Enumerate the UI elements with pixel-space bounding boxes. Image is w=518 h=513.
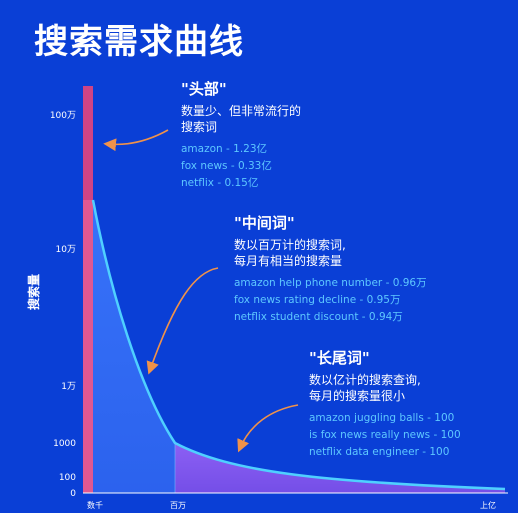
head-segment-area	[83, 86, 93, 493]
head-arrow	[103, 129, 169, 152]
annotation-tail-example: amazon juggling balls - 100	[309, 412, 455, 424]
y-tick-1000: 1000	[53, 439, 76, 449]
y-tick-1m: 100万	[50, 111, 76, 121]
y-tick-10k: 1万	[61, 382, 76, 392]
annotation-middle-example: netflix student discount - 0.94万	[234, 311, 403, 323]
chart-title: 搜索需求曲线	[34, 22, 244, 62]
y-tick-100: 100	[59, 473, 76, 483]
annotation-head-example: fox news - 0.33亿	[181, 160, 272, 172]
x-tick-thousands: 数千	[87, 500, 103, 510]
y-tick-0: 0	[70, 489, 76, 499]
annotation-head: "头部" 数量少、但非常流行的 搜索词 amazon - 1.23亿 fox n…	[181, 78, 301, 192]
annotation-tail-title: "长尾词"	[309, 349, 370, 367]
annotation-head-example: amazon - 1.23亿	[181, 143, 268, 155]
y-tick-100k: 10万	[56, 245, 76, 255]
annotation-middle-title: "中间词"	[234, 214, 295, 232]
annotation-head-desc: 数量少、但非常流行的 搜索词	[181, 104, 302, 134]
head-segment-pale	[83, 200, 93, 493]
y-axis-label: 搜索量	[26, 274, 41, 310]
annotation-tail-example: netflix data engineer - 100	[309, 446, 450, 458]
annotation-middle-example: amazon help phone number - 0.96万	[234, 277, 427, 289]
annotation-middle-example: fox news rating decline - 0.95万	[234, 294, 401, 306]
annotation-middle-desc: 数以百万计的搜索词, 每月有相当的搜索量	[234, 238, 346, 268]
annotation-head-example: netflix - 0.15亿	[181, 177, 259, 189]
annotation-head-title: "头部"	[181, 80, 227, 98]
middle-segment-area	[93, 200, 175, 493]
annotation-tail-desc: 数以亿计的搜索查询, 每月的搜索量很小	[309, 373, 421, 403]
annotation-tail-example: is fox news really news - 100	[309, 429, 461, 441]
x-tick-hundred-millions: 上亿	[480, 500, 496, 510]
tail-arrow	[237, 404, 299, 453]
x-tick-millions: 百万	[170, 501, 186, 510]
annotation-tail: "长尾词" 数以亿计的搜索查询, 每月的搜索量很小 amazon jugglin…	[309, 347, 461, 461]
annotation-middle: "中间词" 数以百万计的搜索词, 每月有相当的搜索量 amazon help p…	[234, 212, 427, 326]
middle-arrow	[146, 267, 219, 375]
tail-segment-area	[175, 443, 505, 493]
